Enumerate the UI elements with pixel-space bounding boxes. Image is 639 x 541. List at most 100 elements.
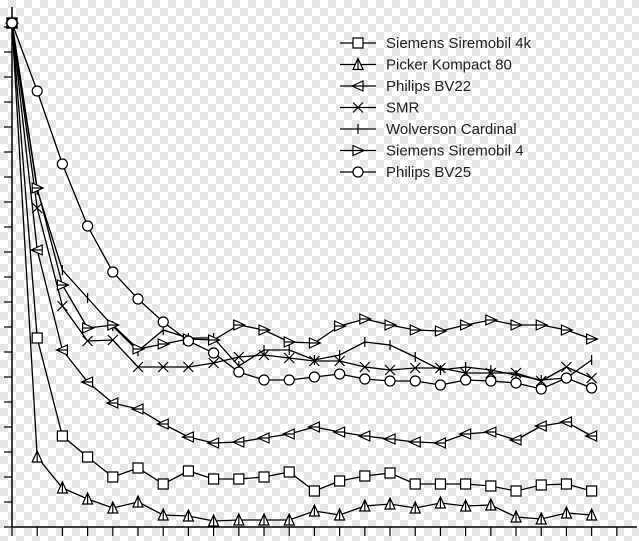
point [409, 324, 423, 336]
point [107, 319, 121, 331]
legend-marker [350, 80, 364, 92]
point [81, 491, 94, 505]
point [535, 319, 549, 331]
legend-label: Picker Kompact 80 [386, 56, 512, 73]
point [155, 418, 169, 430]
point [434, 325, 448, 337]
point [384, 467, 396, 479]
point [157, 361, 169, 373]
legend-label: Philips BV25 [386, 164, 471, 181]
point [281, 428, 295, 440]
point [460, 319, 474, 331]
point [182, 335, 195, 347]
point [560, 478, 573, 490]
point [31, 85, 43, 97]
series-line [11, 22, 592, 522]
point [308, 503, 321, 517]
point [510, 485, 522, 497]
point [432, 437, 447, 449]
point [535, 383, 547, 395]
point [56, 279, 70, 291]
point [332, 426, 346, 438]
point [483, 426, 497, 438]
point [561, 361, 572, 373]
point [508, 434, 522, 446]
point [107, 266, 119, 278]
point [82, 220, 94, 232]
point [459, 498, 472, 512]
point [157, 316, 169, 328]
point [535, 479, 547, 491]
point [130, 403, 144, 415]
point [434, 478, 447, 490]
point [132, 293, 144, 305]
point [31, 332, 43, 344]
point [256, 432, 270, 444]
point [233, 473, 245, 485]
point [31, 202, 43, 214]
point [56, 430, 69, 442]
point [560, 372, 573, 384]
point [434, 495, 447, 509]
point [6, 17, 18, 29]
point [586, 372, 598, 384]
point [283, 352, 295, 364]
point [308, 485, 321, 497]
point [283, 512, 296, 526]
point [157, 507, 170, 521]
point [334, 320, 348, 332]
point [334, 355, 346, 367]
point [258, 324, 272, 336]
point [585, 507, 598, 521]
point [132, 494, 144, 508]
point [308, 371, 321, 383]
point [182, 465, 195, 477]
point [208, 334, 222, 346]
point [484, 497, 497, 511]
series-line [11, 22, 592, 390]
point [560, 505, 573, 519]
legend-marker [352, 166, 364, 178]
point [206, 437, 220, 449]
point [157, 478, 169, 490]
legend-marker [352, 144, 366, 157]
point [533, 420, 547, 432]
point [584, 430, 598, 442]
point [359, 313, 373, 325]
legend-label: SMR [386, 99, 420, 116]
point [308, 337, 322, 349]
point [359, 373, 371, 385]
point [258, 471, 270, 483]
legend-marker [352, 57, 364, 71]
point [157, 338, 171, 350]
point [382, 433, 396, 445]
point [485, 314, 499, 326]
point [409, 362, 421, 374]
point [510, 377, 522, 389]
point [384, 375, 396, 387]
point [510, 509, 522, 523]
point [510, 319, 524, 331]
point [407, 436, 421, 448]
point [258, 512, 270, 526]
point [80, 376, 94, 388]
point [485, 480, 497, 492]
legend-marker [352, 102, 364, 113]
point [558, 416, 573, 428]
point [560, 324, 574, 336]
point [333, 507, 346, 521]
point [460, 374, 472, 386]
point [182, 508, 195, 522]
point [82, 451, 94, 463]
point [231, 436, 245, 448]
point [460, 478, 472, 490]
point [233, 319, 247, 331]
point [56, 480, 69, 494]
point [208, 357, 220, 369]
point [357, 430, 371, 442]
point [29, 244, 43, 256]
point [56, 300, 68, 312]
point [384, 496, 396, 510]
